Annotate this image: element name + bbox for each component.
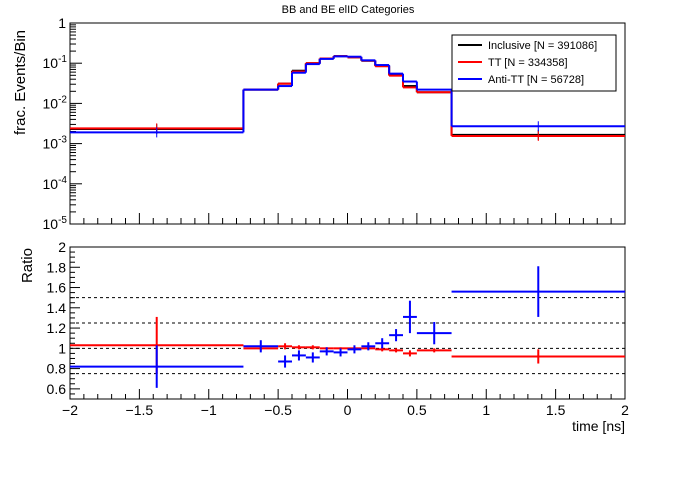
top-y-tick-label: 10-4 — [43, 175, 68, 192]
tick-mantissa: 10 — [43, 136, 59, 152]
tick-mantissa: 10 — [43, 176, 59, 192]
top-y-tick-label: 10-1 — [43, 54, 68, 71]
ratio-point — [361, 342, 376, 351]
tick-mantissa: 10 — [43, 55, 59, 71]
x-tick-label: −2 — [62, 402, 78, 418]
bottom-y-tick-label: 2 — [58, 239, 66, 255]
top-y-tick-label: 10-3 — [43, 135, 68, 152]
x-tick-label: −1.5 — [126, 402, 154, 418]
ratio-point — [292, 350, 306, 361]
bottom-y-tick-label: 1.8 — [47, 259, 67, 275]
legend-entry-label: TT [N = 334358] — [488, 57, 568, 69]
x-tick-label: 0 — [344, 402, 352, 418]
top-panel: 10-510-410-310-210-11 — [43, 15, 626, 232]
ratio-point — [416, 348, 452, 353]
tick-exponent: -1 — [58, 54, 67, 65]
x-tick-label: 1.5 — [546, 402, 566, 418]
ratio-point — [403, 300, 417, 334]
legend: Inclusive [N = 391086] TT [N = 334358] Ant… — [451, 34, 617, 92]
x-tick-label: −0.5 — [264, 402, 292, 418]
top-y-tick-label: 1 — [58, 15, 66, 31]
x-tick-label: 1 — [482, 402, 490, 418]
ratio-point — [347, 345, 362, 354]
tick-mantissa: 1 — [58, 15, 66, 31]
bottom-panel: 0.6 0.8 1 1.2 1.4 1.6 1.8 2 −2 −1.5 −1 −0.5 0 0.5 1 1.5… — [47, 239, 630, 418]
ratio-series-tt — [70, 316, 625, 374]
ratio-point — [292, 345, 306, 350]
tick-mantissa: 10 — [43, 216, 59, 232]
x-tick-label: 2 — [621, 402, 629, 418]
tick-exponent: -2 — [58, 94, 67, 105]
bottom-y-tick-label: 1 — [58, 340, 66, 356]
x-tick-label: −1 — [201, 402, 217, 418]
ratio-point — [305, 345, 320, 350]
ratio-series-anti-tt — [70, 266, 625, 388]
ratio-point — [305, 352, 320, 363]
ratio-point — [403, 350, 417, 357]
legend-entry-label: Anti-TT [N = 56728] — [488, 74, 584, 86]
ratio-point — [278, 343, 292, 350]
tick-exponent: -5 — [58, 215, 67, 226]
ratio-point — [389, 348, 403, 353]
tick-exponent: -4 — [58, 175, 67, 186]
bottom-y-axis-label: Ratio — [19, 248, 36, 283]
chart-title: BB and BE elID Categories — [282, 4, 415, 16]
ratio-point — [375, 338, 390, 349]
top-y-axis-label: frac. Events/Bin — [12, 30, 29, 135]
ratio-point — [451, 266, 625, 317]
ratio-point — [70, 345, 244, 388]
x-axis-label: time [ns] — [572, 418, 625, 434]
ratio-point — [451, 349, 625, 364]
top-y-tick-label: 10-2 — [43, 94, 68, 111]
top-y-tick-label: 10-5 — [43, 215, 68, 232]
ratio-point — [416, 321, 452, 345]
legend-entry-label: Inclusive [N = 391086] — [488, 40, 597, 52]
bottom-y-tick-label: 0.8 — [47, 361, 67, 377]
bottom-y-tick-label: 1.2 — [47, 320, 67, 336]
x-tick-label: 0.5 — [407, 402, 427, 418]
ratio-point — [333, 348, 348, 357]
bottom-y-tick-label: 1.4 — [47, 300, 67, 316]
ratio-point — [278, 355, 292, 368]
tick-exponent: -3 — [58, 135, 67, 146]
ratio-point — [243, 340, 279, 353]
tick-mantissa: 10 — [43, 95, 59, 111]
bottom-y-tick-label: 0.6 — [47, 381, 67, 397]
ratio-point — [389, 329, 403, 342]
bottom-y-tick-label: 1.6 — [47, 280, 67, 296]
ratio-point — [319, 347, 334, 356]
top-series-anti-tt — [70, 55, 625, 138]
